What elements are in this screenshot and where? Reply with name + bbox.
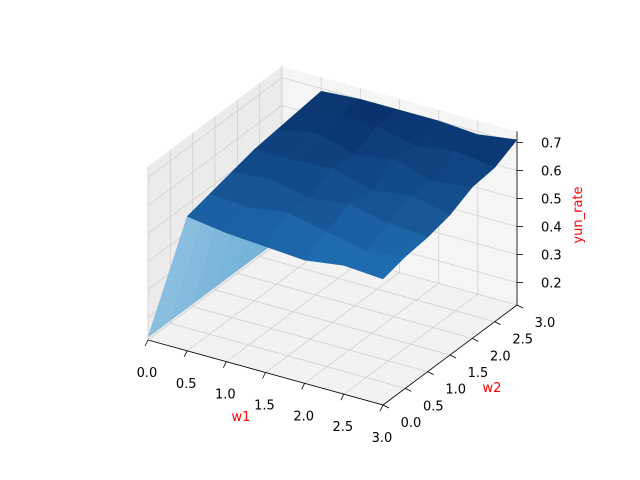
y-tick-mark xyxy=(405,387,412,392)
y-axis-label: w2 xyxy=(483,381,502,396)
z-tick-label: 0.7 xyxy=(541,137,562,152)
y-tick-mark xyxy=(382,404,390,409)
floor-grid-line xyxy=(259,256,495,323)
x-axis-label: w1 xyxy=(232,410,251,425)
z-tick-label: 0.3 xyxy=(541,249,562,264)
floor-grid-line xyxy=(214,289,451,356)
x-tick-label: 0.0 xyxy=(137,366,158,381)
x-tick-mark xyxy=(144,339,149,347)
x-tick-label: 2.5 xyxy=(332,420,353,435)
z-tick-label: 0.5 xyxy=(541,193,562,208)
y-tick-label: 1.5 xyxy=(468,366,489,381)
x-tick-label: 2.0 xyxy=(293,409,314,424)
surface xyxy=(147,90,518,338)
y-tick-mark xyxy=(427,371,434,376)
y-tick-mark xyxy=(516,304,524,309)
x-tick-mark xyxy=(340,393,345,401)
y-tick-label: 2.5 xyxy=(512,333,533,348)
y-tick-label: 0.0 xyxy=(401,416,422,431)
z-tick-label: 0.4 xyxy=(541,221,562,236)
x-tick-mark xyxy=(301,383,306,390)
z-tick-label: 0.2 xyxy=(541,277,562,292)
surface-patch xyxy=(343,251,406,280)
y-tick-mark xyxy=(449,354,457,359)
x-tick-mark xyxy=(379,404,384,412)
y-tick-label: 3.0 xyxy=(535,316,556,331)
y-tick-label: 1.0 xyxy=(445,383,466,398)
x-tick-mark xyxy=(183,350,188,358)
floor-grid-line xyxy=(170,322,406,389)
x-tick-mark xyxy=(262,372,266,379)
left-grid-line xyxy=(147,105,283,206)
y-tick-label: 0.5 xyxy=(423,399,444,414)
x-tick-label: 1.5 xyxy=(254,399,275,414)
left-grid-line xyxy=(147,77,283,178)
floor-grid-line xyxy=(192,306,428,373)
y-tick-label: 2.0 xyxy=(490,349,511,364)
x-tick-label: 3.0 xyxy=(372,431,393,446)
z-tick-label: 0.6 xyxy=(541,165,562,180)
y-tick-mark xyxy=(472,337,479,342)
y-tick-mark xyxy=(494,321,501,326)
tick-labels: 0.00.51.01.52.02.53.00.00.51.01.52.02.53… xyxy=(137,137,562,446)
z-axis-label: yun_rate xyxy=(571,186,586,243)
floor-grid-line xyxy=(237,272,473,339)
x-tick-label: 0.5 xyxy=(176,377,197,392)
x-tick-label: 1.0 xyxy=(215,388,236,403)
x-tick-mark xyxy=(222,361,227,368)
